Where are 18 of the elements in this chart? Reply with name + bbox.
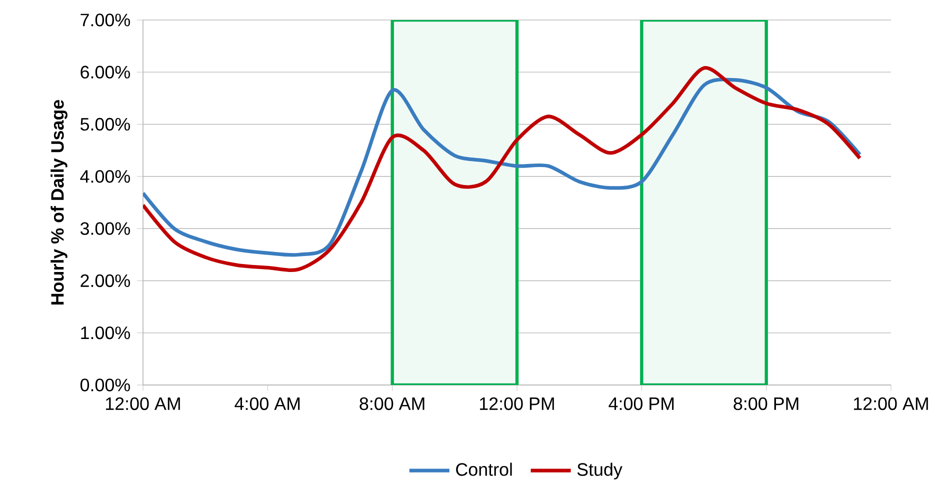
x-tick-label: 12:00 PM xyxy=(480,397,554,410)
y-tick-label: 0.00% xyxy=(80,378,130,392)
legend-label: Control xyxy=(456,462,512,476)
x-tick-label: 4:00 PM xyxy=(608,397,674,410)
y-tick-label: 7.00% xyxy=(80,14,130,26)
y-axis-title: Hourly % of Daily Usage xyxy=(50,100,68,304)
y-tick-label: 3.00% xyxy=(80,222,130,235)
x-tick-label: 8:00 AM xyxy=(360,397,424,410)
y-tick-label: 2.00% xyxy=(80,274,130,288)
y-tick-label: 1.00% xyxy=(81,326,130,340)
x-tick-label: 12:00 AM xyxy=(854,397,928,410)
x-tick-label: 8:00 PM xyxy=(734,397,798,410)
legend-label: Study xyxy=(577,462,622,480)
x-tick-label: 4:00 AM xyxy=(234,397,300,410)
y-tick-label: 5.00% xyxy=(80,118,130,131)
y-tick-label: 6.00% xyxy=(80,66,130,79)
x-tick-label: 12:00 AM xyxy=(106,397,180,410)
y-tick-label: 4.00% xyxy=(80,170,130,183)
